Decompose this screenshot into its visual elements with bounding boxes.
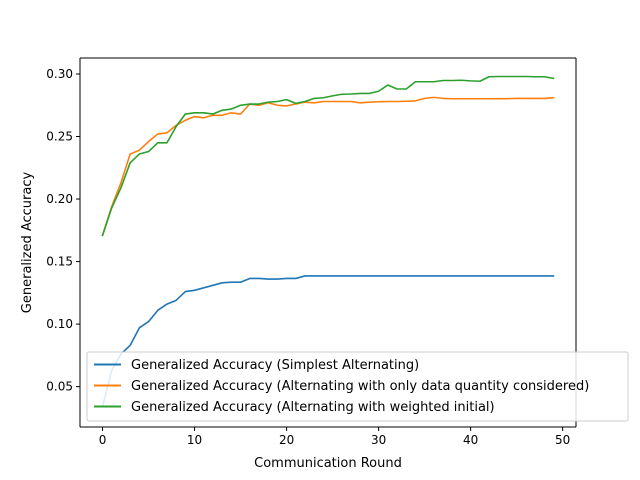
y-axis-label: Generalized Accuracy	[20, 171, 35, 313]
x-tick-label: 20	[279, 433, 294, 447]
series-line-2	[101, 75, 555, 237]
y-tick-label: 0.05	[46, 380, 73, 394]
y-tick-label: 0.10	[46, 317, 73, 331]
legend-label-series-0: Generalized Accuracy (Simplest Alternati…	[131, 358, 419, 373]
x-tick-label: 30	[371, 433, 386, 447]
x-tick-label: 40	[463, 433, 478, 447]
x-tick-label: 50	[555, 433, 570, 447]
x-tick-label: 0	[99, 433, 107, 447]
y-tick-label: 0.30	[46, 67, 73, 81]
x-axis-label: Communication Round	[254, 456, 402, 471]
axis-ticks: 0 10 20 30 40 50 0.05 0.10 0.15 0.20 0.25 0.30	[46, 67, 570, 447]
series-line-0	[101, 275, 555, 408]
y-tick-label: 0.20	[46, 192, 73, 206]
x-tick-label: 10	[187, 433, 202, 447]
y-tick-label: 0.25	[46, 130, 73, 144]
series-layer	[101, 75, 555, 408]
legend-label-series-2: Generalized Accuracy (Alternating with w…	[131, 400, 495, 415]
legend-label-series-1: Generalized Accuracy (Alternating with o…	[131, 379, 589, 394]
legend-box	[86, 351, 629, 422]
y-tick-label: 0.15	[46, 255, 73, 269]
legend: Generalized Accuracy (Simplest Alternati…	[86, 351, 629, 422]
